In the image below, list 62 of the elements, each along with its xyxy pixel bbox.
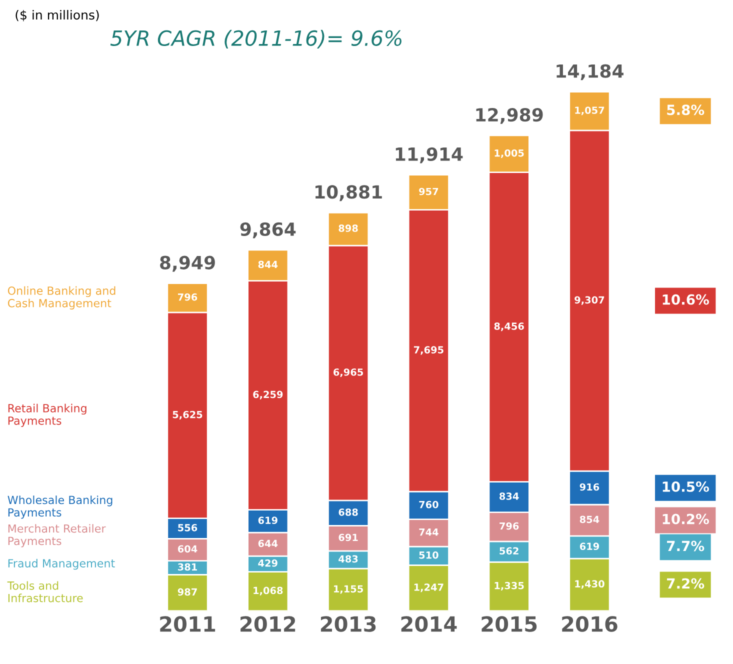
data-label: 957 <box>419 188 438 196</box>
data-label: 796 <box>500 522 519 530</box>
total-label: 10,881 <box>315 185 382 202</box>
text: 7.2% <box>667 578 704 589</box>
data-label: 429 <box>258 559 278 567</box>
data-label: 688 <box>338 508 358 516</box>
data-label: 6,259 <box>253 390 283 400</box>
data-label: 691 <box>338 534 358 542</box>
data-label: 1,057 <box>575 106 604 116</box>
data-label: 1,068 <box>254 586 283 596</box>
data-label: 1,335 <box>494 582 524 591</box>
x-tick-label: 2014 <box>401 616 457 632</box>
data-label: 744 <box>419 528 438 536</box>
total-label: 9,864 <box>240 222 296 238</box>
x-tick-label: 2013 <box>320 616 376 632</box>
text: 10.6% <box>662 294 710 305</box>
data-label: 844 <box>258 260 278 268</box>
data-label: 510 <box>419 551 438 559</box>
total-label: 8,949 <box>160 256 215 272</box>
text: Wholesale Banking Payments <box>8 496 112 519</box>
text: 7.7% <box>667 540 704 552</box>
data-label: 916 <box>580 483 600 491</box>
text: 5.8% <box>667 104 704 116</box>
total-label: 14,184 <box>556 64 624 80</box>
data-label: 8,456 <box>494 322 524 332</box>
text: Online Banking and Cash Management <box>8 286 116 310</box>
data-label: 619 <box>258 516 278 524</box>
data-label: 604 <box>178 545 198 553</box>
data-label: 5,625 <box>172 410 202 420</box>
text: Fraud Management <box>8 558 115 570</box>
x-tick-label: 2011 <box>160 616 216 632</box>
x-tick-label: 2015 <box>482 616 537 632</box>
x-tick-label: 2012 <box>240 616 296 632</box>
data-label: 9,307 <box>574 296 604 305</box>
text: 10.2% <box>662 514 710 524</box>
data-label: 1,155 <box>334 585 363 594</box>
text: Merchant Retailer Payments <box>8 524 106 548</box>
data-label: 556 <box>178 524 198 532</box>
data-label: 1,005 <box>494 149 524 158</box>
chart-subtitle: ($ in millions) <box>16 10 99 22</box>
data-label: 834 <box>500 492 519 500</box>
data-label: 644 <box>258 540 278 548</box>
total-label: 12,989 <box>476 108 543 124</box>
data-label: 619 <box>580 542 599 550</box>
text: Tools and Infrastructure <box>7 581 83 602</box>
data-label: 1,247 <box>414 584 444 592</box>
data-label: 6,965 <box>334 368 363 378</box>
data-label: 796 <box>178 293 198 301</box>
data-label: 562 <box>500 547 518 555</box>
text: Retail Banking Payments <box>8 404 86 428</box>
data-label: 898 <box>338 224 358 232</box>
chart-title: 5YR CAGR (2011-16)= 9.6% <box>110 30 402 48</box>
total-label: 11,914 <box>396 147 463 164</box>
data-label: 854 <box>580 516 600 524</box>
x-tick-label: 2016 <box>562 616 618 632</box>
data-label: 483 <box>338 555 358 563</box>
data-label: 987 <box>178 588 197 596</box>
data-label: 1,430 <box>575 580 604 589</box>
data-label: 381 <box>178 563 197 571</box>
data-label: 760 <box>419 500 438 508</box>
text: 10.5% <box>662 481 710 492</box>
data-label: 7,695 <box>414 346 444 355</box>
